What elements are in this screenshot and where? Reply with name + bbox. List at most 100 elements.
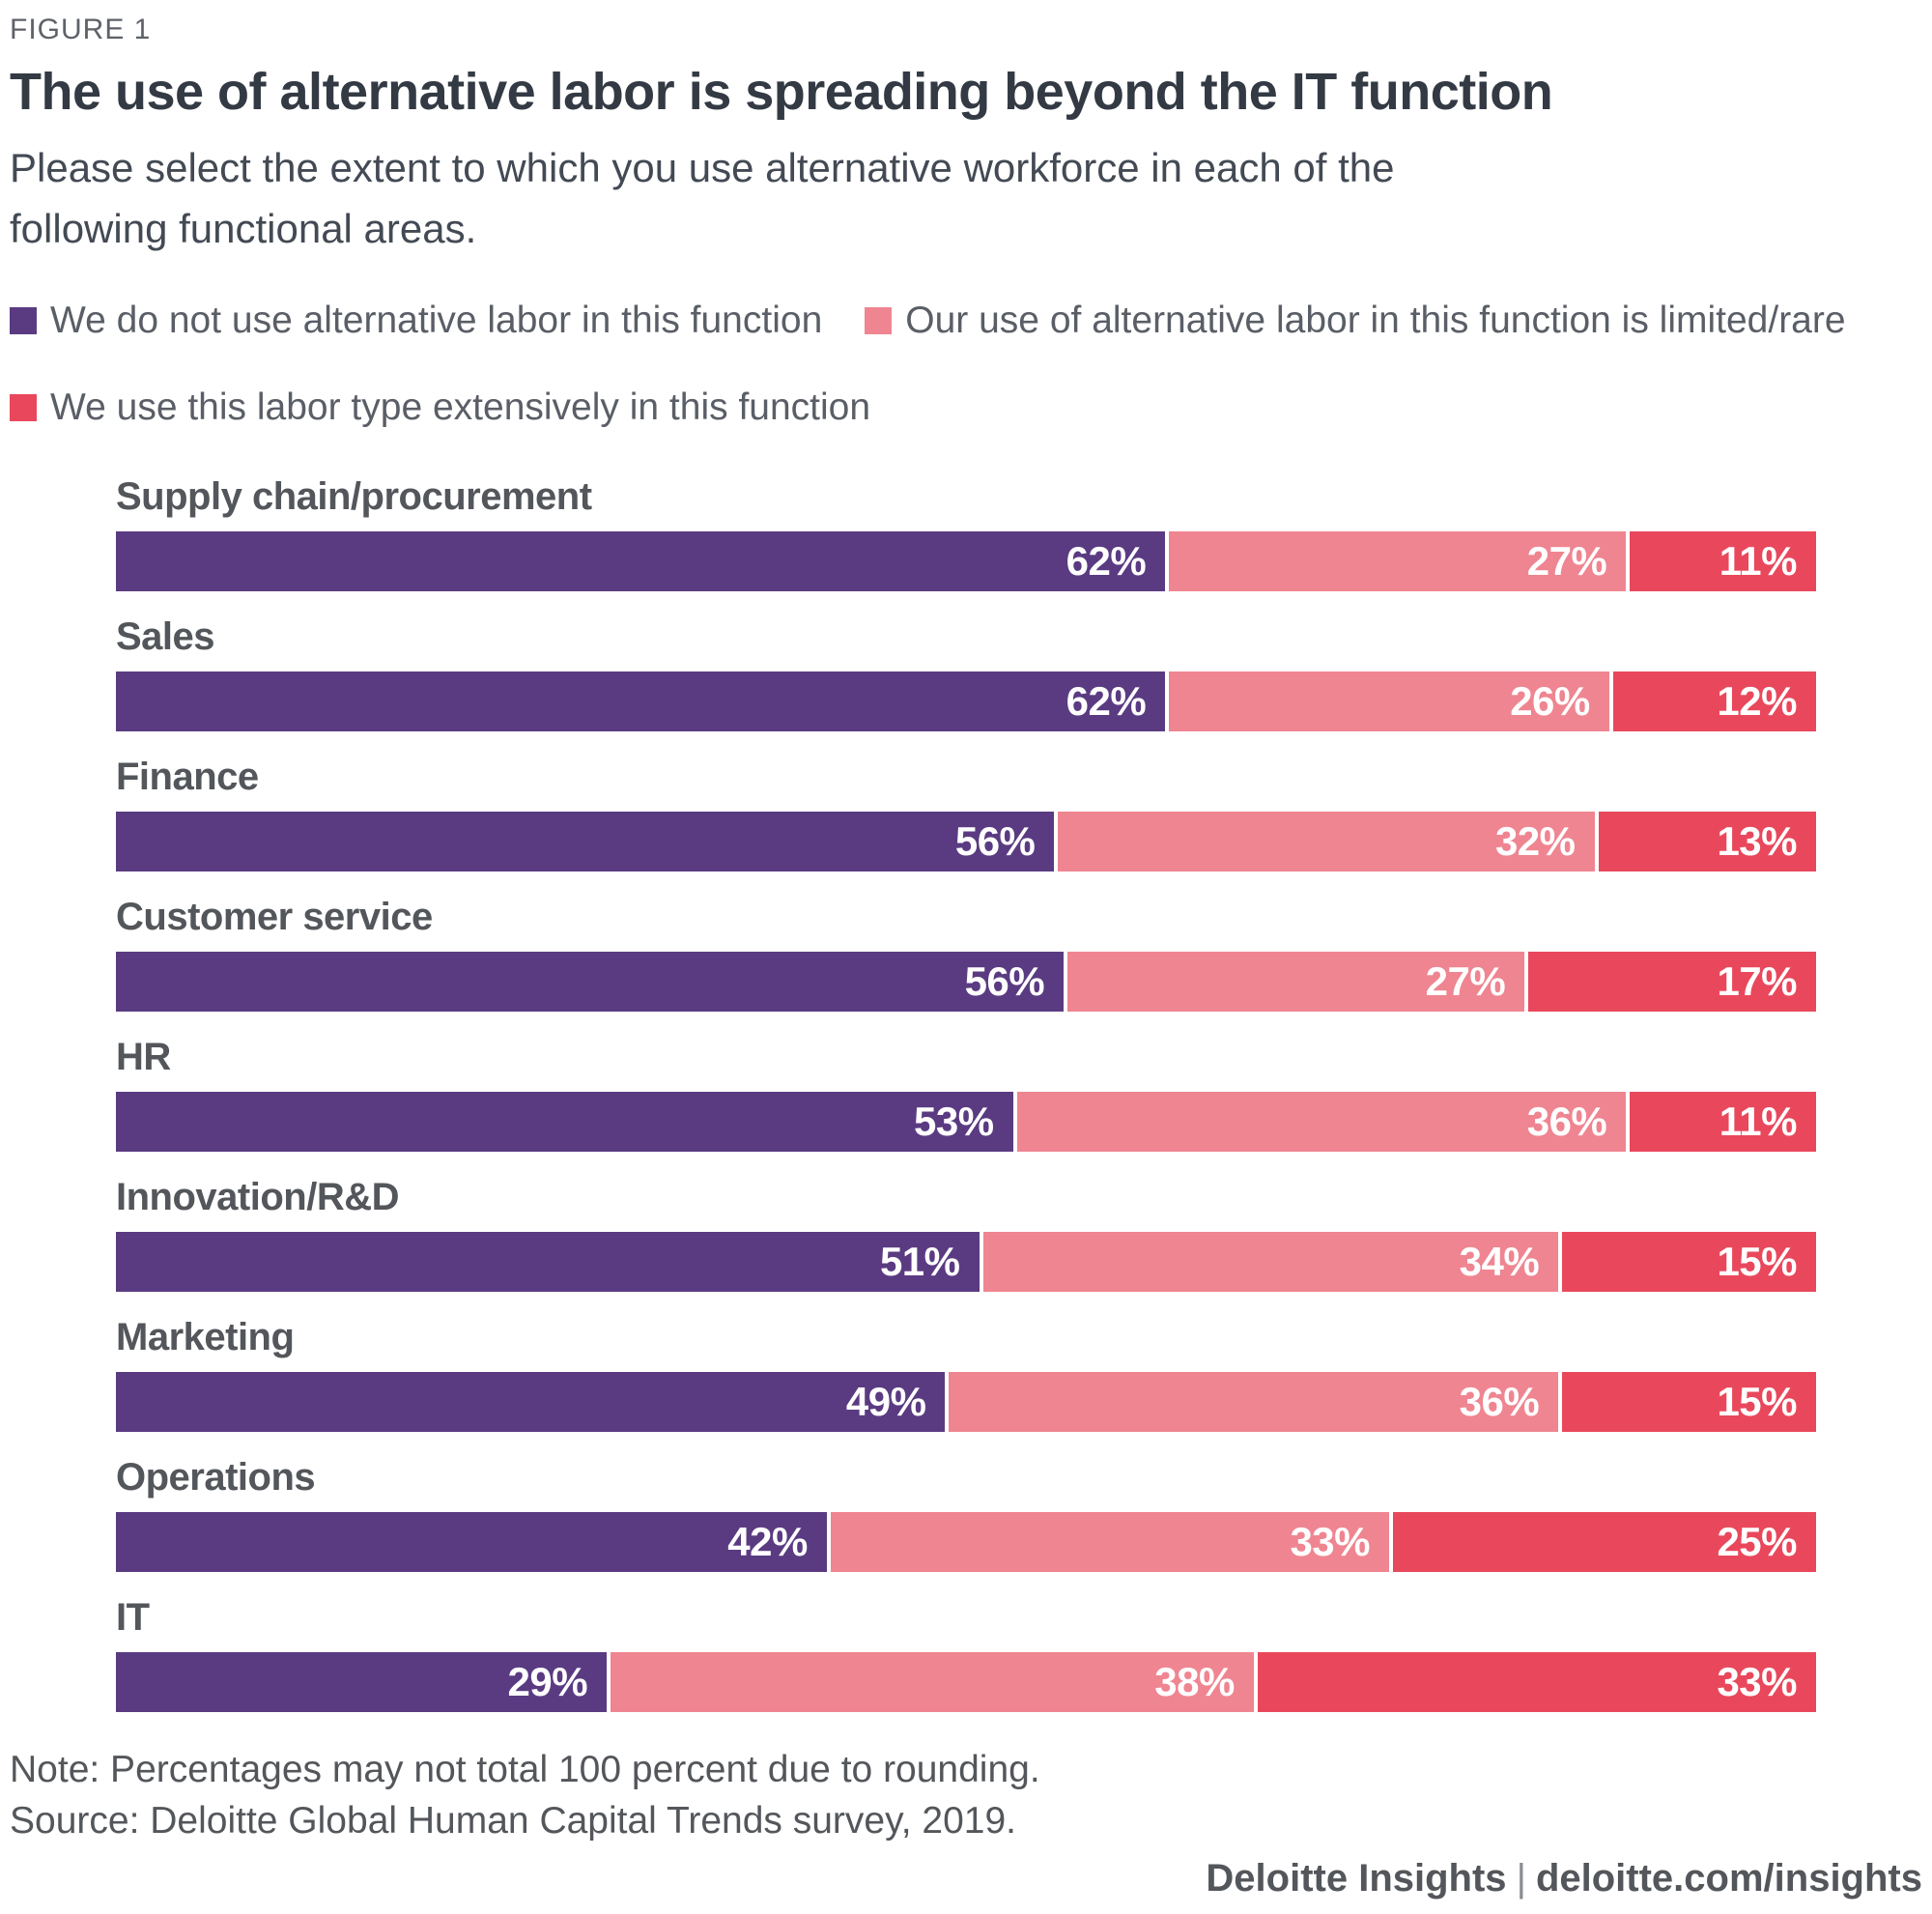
bar-segment-limited: 36% [1016,1092,1627,1152]
chart-row: HR 53% 36% 11% [116,1034,1816,1152]
chart-legend: We do not use alternative labor in this … [10,300,1922,429]
segment-value-label: 15% [1717,1239,1797,1284]
segment-value-label: 27% [1425,958,1506,1004]
deloitte-insights-footer: Deloitte Insights | deloitte.com/insights [1206,1857,1922,1900]
segment-value-label: 12% [1717,678,1797,724]
legend-label-extensive: We use this labor type extensively in th… [50,386,871,428]
segment-value-label: 53% [914,1099,994,1144]
chart-row: Operations 42% 33% 25% [116,1454,1816,1572]
footer-separator: | [1516,1857,1526,1900]
legend-row-2: We use this labor type extensively in th… [10,386,1922,429]
chart-row: Innovation/R&D 51% 34% 15% [116,1174,1816,1292]
bar-segment-extensive: 15% [1562,1232,1816,1292]
segment-value-label: 13% [1717,818,1797,864]
bar-segment-no-use: 56% [116,812,1055,871]
legend-swatch-extensive-icon [10,394,37,421]
stacked-bar: 49% 36% 15% [116,1372,1816,1432]
bar-segment-limited: 32% [1058,812,1595,871]
bar-segment-extensive: 12% [1612,671,1816,731]
legend-label-no-use: We do not use alternative labor in this … [50,300,823,341]
bar-segment-no-use: 62% [116,531,1166,591]
bar-segment-extensive: 33% [1257,1652,1816,1712]
stacked-bar: 42% 33% 25% [116,1512,1816,1572]
bar-segment-no-use: 62% [116,671,1166,731]
legend-item-no-use: We do not use alternative labor in this … [10,300,822,342]
stacked-bar: 62% 26% 12% [116,671,1816,731]
category-label: Innovation/R&D [116,1176,399,1218]
bar-segment-limited: 34% [982,1232,1559,1292]
bar-segment-limited: 36% [949,1372,1559,1432]
stacked-bar: 62% 27% 11% [116,531,1816,591]
segment-value-label: 38% [1154,1659,1235,1704]
segment-value-label: 56% [964,958,1045,1004]
bar-segment-no-use: 56% [116,952,1065,1012]
category-label: Operations [116,1456,316,1499]
segment-value-label: 62% [1065,538,1147,584]
chart-row: Sales 62% 26% 12% [116,614,1816,731]
category-label: IT [116,1596,150,1639]
category-label: Marketing [116,1316,295,1358]
segment-value-label: 56% [954,818,1036,864]
chart-row: Marketing 49% 36% 15% [116,1314,1816,1432]
bar-segment-limited: 26% [1169,671,1609,731]
chart-row: Finance 56% 32% 13% [116,754,1816,871]
bar-segment-extensive: 11% [1630,531,1816,591]
source-note: Source: Deloitte Global Human Capital Tr… [10,1799,1016,1842]
segment-value-label: 26% [1510,678,1590,724]
figure-label: FIGURE 1 [10,14,152,45]
legend-item-extensive: We use this labor type extensively in th… [10,386,870,429]
stacked-bar: 29% 38% 33% [116,1652,1816,1712]
legend-row-1: We do not use alternative labor in this … [10,300,1922,342]
segment-value-label: 25% [1717,1519,1797,1564]
chart-row: Customer service 56% 27% 17% [116,894,1817,1012]
bar-segment-extensive: 17% [1528,952,1817,1012]
category-label: Supply chain/procurement [116,475,592,518]
segment-value-label: 15% [1717,1379,1797,1424]
segment-value-label: 11% [1719,538,1798,584]
legend-swatch-limited-icon [865,307,893,334]
bar-segment-limited: 38% [611,1652,1254,1712]
segment-value-label: 51% [879,1239,960,1284]
stacked-bar: 51% 34% 15% [116,1232,1816,1292]
figure-page: FIGURE 1 The use of alternative labor is… [10,14,1922,1846]
segment-value-label: 36% [1526,1099,1607,1144]
legend-item-limited: Our use of alternative labor in this fun… [865,300,1846,342]
bar-segment-extensive: 15% [1562,1372,1816,1432]
bar-segment-limited: 33% [830,1512,1389,1572]
bar-segment-no-use: 42% [116,1512,827,1572]
page-title: The use of alternative labor is spreadin… [10,63,1553,121]
legend-label-limited: Our use of alternative labor in this fun… [905,300,1846,341]
bar-segment-no-use: 53% [116,1092,1013,1152]
chart-row: IT 29% 38% 33% [116,1594,1816,1712]
chart-notes: Note: Percentages may not total 100 perc… [10,1745,1922,1846]
segment-value-label: 29% [507,1659,588,1704]
category-label: Customer service [116,896,433,938]
segment-value-label: 36% [1459,1379,1540,1424]
bar-segment-limited: 27% [1169,531,1627,591]
category-label: Sales [116,615,215,658]
stacked-bar: 53% 36% 11% [116,1092,1816,1152]
bar-segment-extensive: 13% [1598,812,1816,871]
segment-value-label: 42% [727,1519,808,1564]
chart-row: Supply chain/procurement 62% 27% 11% [116,473,1816,591]
legend-swatch-no-use-icon [10,307,37,334]
stacked-bar: 56% 27% 17% [116,952,1817,1012]
segment-value-label: 49% [845,1379,926,1424]
bar-segment-limited: 27% [1067,952,1525,1012]
category-label: HR [116,1036,171,1078]
segment-value-label: 34% [1459,1239,1540,1284]
bar-segment-no-use: 29% [116,1652,608,1712]
segment-value-label: 27% [1526,538,1607,584]
segment-value-label: 33% [1290,1519,1370,1564]
segment-value-label: 62% [1065,678,1147,724]
category-label: Finance [116,756,259,798]
stacked-bar: 56% 32% 13% [116,812,1816,871]
bar-segment-extensive: 11% [1630,1092,1816,1152]
bar-segment-no-use: 51% [116,1232,980,1292]
segment-value-label: 17% [1717,958,1798,1004]
bar-segment-extensive: 25% [1393,1512,1816,1572]
footer-brand: Deloitte Insights [1206,1857,1507,1900]
figure-subtitle: Please select the extent to which you us… [10,145,1395,251]
segment-value-label: 33% [1717,1659,1797,1704]
footer-url: deloitte.com/insights [1535,1857,1922,1900]
